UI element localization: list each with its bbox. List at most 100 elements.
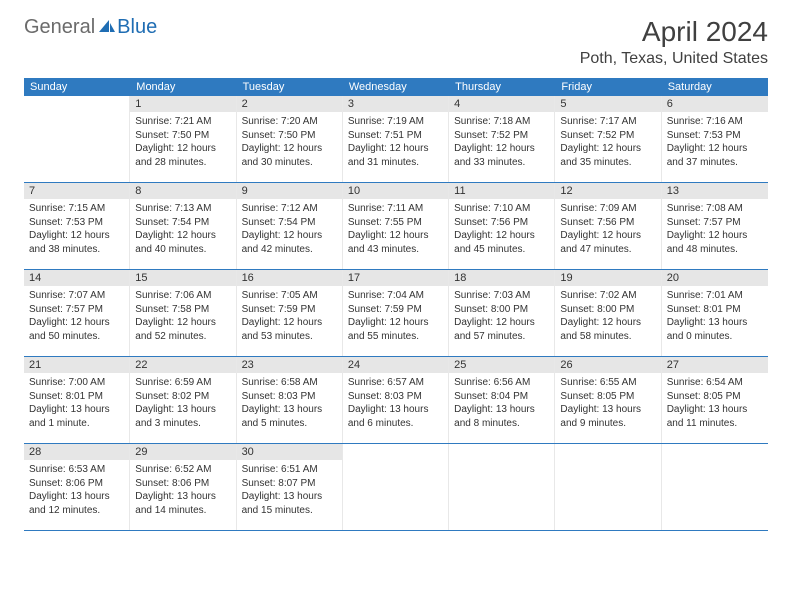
sunrise-line: Sunrise: 7:11 AM: [348, 202, 443, 216]
day-content: Sunrise: 6:56 AMSunset: 8:04 PMDaylight:…: [449, 373, 554, 433]
sunrise-line: Sunrise: 7:04 AM: [348, 289, 443, 303]
day-content: Sunrise: 7:05 AMSunset: 7:59 PMDaylight:…: [237, 286, 342, 346]
header: General Blue April 2024 Poth, Texas, Uni…: [0, 0, 792, 72]
day-content: Sunrise: 6:54 AMSunset: 8:05 PMDaylight:…: [662, 373, 768, 433]
daylight-line: Daylight: 12 hours and 38 minutes.: [29, 229, 124, 256]
daylight-line: Daylight: 12 hours and 33 minutes.: [454, 142, 549, 169]
sunset-line: Sunset: 7:50 PM: [135, 129, 230, 143]
weekday-header: Thursday: [449, 78, 555, 96]
week-row: 1 Sunrise: 7:21 AMSunset: 7:50 PM Daylight…: [24, 96, 768, 183]
day-number: 1: [130, 96, 235, 112]
sunset-line: Sunset: 7:54 PM: [242, 216, 337, 230]
sunset-line: Sunset: 8:07 PM: [242, 477, 337, 491]
day-cell: 24Sunrise: 6:57 AMSunset: 8:03 PMDayligh…: [343, 357, 449, 443]
month-title: April 2024: [580, 16, 768, 48]
day-number: 22: [130, 357, 235, 373]
day-number: 19: [555, 270, 660, 286]
day-cell: 1Sunrise: 7:21 AMSunset: 7:50 PMDaylight…: [130, 96, 236, 182]
day-cell: 29Sunrise: 6:52 AMSunset: 8:06 PMDayligh…: [130, 444, 236, 530]
day-content: Sunrise: 7:02 AMSunset: 8:00 PMDaylight:…: [555, 286, 660, 346]
sunset-line: Sunset: 7:52 PM: [560, 129, 655, 143]
day-cell: 26Sunrise: 6:55 AMSunset: 8:05 PMDayligh…: [555, 357, 661, 443]
day-number: 7: [24, 183, 129, 199]
daylight-line: Daylight: 12 hours and 30 minutes.: [242, 142, 337, 169]
daylight-line: Daylight: 13 hours and 8 minutes.: [454, 403, 549, 430]
week-row: 28Sunrise: 6:53 AMSunset: 8:06 PMDayligh…: [24, 444, 768, 531]
day-cell: 15Sunrise: 7:06 AMSunset: 7:58 PMDayligh…: [130, 270, 236, 356]
day-content: Sunrise: 7:16 AMSunset: 7:53 PMDaylight:…: [662, 112, 768, 172]
day-content: Sunrise: 6:52 AMSunset: 8:06 PMDaylight:…: [130, 460, 235, 520]
daylight-line: Daylight: 12 hours and 43 minutes.: [348, 229, 443, 256]
day-cell: 27Sunrise: 6:54 AMSunset: 8:05 PMDayligh…: [662, 357, 768, 443]
daylight-line: Daylight: 12 hours and 55 minutes.: [348, 316, 443, 343]
day-number: 26: [555, 357, 660, 373]
day-content: Sunrise: 7:13 AMSunset: 7:54 PMDaylight:…: [130, 199, 235, 259]
sunset-line: Sunset: 8:02 PM: [135, 390, 230, 404]
sunset-line: Sunset: 7:58 PM: [135, 303, 230, 317]
day-content: Sunrise: 6:57 AMSunset: 8:03 PMDaylight:…: [343, 373, 448, 433]
sunrise-line: Sunrise: 7:06 AM: [135, 289, 230, 303]
week-row: 7Sunrise: 7:15 AMSunset: 7:53 PMDaylight…: [24, 183, 768, 270]
day-content: Sunrise: 7:12 AMSunset: 7:54 PMDaylight:…: [237, 199, 342, 259]
day-cell: 30Sunrise: 6:51 AMSunset: 8:07 PMDayligh…: [237, 444, 343, 530]
sunset-line: Sunset: 8:06 PM: [135, 477, 230, 491]
sunset-line: Sunset: 7:54 PM: [135, 216, 230, 230]
day-content: Sunrise: 7:01 AMSunset: 8:01 PMDaylight:…: [662, 286, 768, 346]
daylight-line: Daylight: 12 hours and 35 minutes.: [560, 142, 655, 169]
day-cell-empty: [555, 444, 661, 530]
sunset-line: Sunset: 7:57 PM: [667, 216, 763, 230]
weekday-header: Tuesday: [237, 78, 343, 96]
daylight-line: Daylight: 12 hours and 57 minutes.: [454, 316, 549, 343]
sunrise-line: Sunrise: 7:21 AM: [135, 115, 230, 129]
weekday-header: Sunday: [24, 78, 130, 96]
daylight-line: Daylight: 12 hours and 37 minutes.: [667, 142, 763, 169]
day-number: 10: [343, 183, 448, 199]
day-content: Sunrise: 7:19 AMSunset: 7:51 PMDaylight:…: [343, 112, 448, 172]
daylight-line: Daylight: 12 hours and 40 minutes.: [135, 229, 230, 256]
sunrise-line: Sunrise: 7:13 AM: [135, 202, 230, 216]
day-cell-empty: [24, 96, 130, 182]
day-number: 25: [449, 357, 554, 373]
weekday-header: Saturday: [662, 78, 768, 96]
day-number: 3: [343, 96, 448, 112]
daylight-line: Daylight: 12 hours and 53 minutes.: [242, 316, 337, 343]
weekday-header: Friday: [555, 78, 661, 96]
sunrise-line: Sunrise: 7:05 AM: [242, 289, 337, 303]
day-number: 17: [343, 270, 448, 286]
sunrise-line: Sunrise: 7:09 AM: [560, 202, 655, 216]
sunrise-line: Sunrise: 6:57 AM: [348, 376, 443, 390]
day-content: Sunrise: 7:18 AMSunset: 7:52 PMDaylight:…: [449, 112, 554, 172]
sunset-line: Sunset: 7:55 PM: [348, 216, 443, 230]
day-cell: 10 Sunrise: 7:11 AMSunset: 7:55 PMDayligh…: [343, 183, 449, 269]
sunrise-line: Sunrise: 7:10 AM: [454, 202, 549, 216]
daylight-line: Daylight: 13 hours and 6 minutes.: [348, 403, 443, 430]
daylight-line: Daylight: 12 hours and 47 minutes.: [560, 229, 655, 256]
sunset-line: Sunset: 8:05 PM: [560, 390, 655, 404]
day-content: Sunrise: 7:10 AMSunset: 7:56 PMDaylight:…: [449, 199, 554, 259]
daylight-line: Daylight: 12 hours and 45 minutes.: [454, 229, 549, 256]
day-number: 14: [24, 270, 129, 286]
sunrise-line: Sunrise: 6:52 AM: [135, 463, 230, 477]
sunrise-line: Sunrise: 7:12 AM: [242, 202, 337, 216]
sunset-line: Sunset: 8:03 PM: [348, 390, 443, 404]
sunrise-line: Sunrise: 6:59 AM: [135, 376, 230, 390]
day-cell: 25Sunrise: 6:56 AMSunset: 8:04 PMDayligh…: [449, 357, 555, 443]
day-cell: 3Sunrise: 7:19 AMSunset: 7:51 PMDaylight…: [343, 96, 449, 182]
day-number: 23: [237, 357, 342, 373]
day-number: 4: [449, 96, 554, 112]
day-number: 9: [237, 183, 342, 199]
day-number: 21: [24, 357, 129, 373]
day-number: 2: [237, 96, 342, 112]
daylight-line: Daylight: 13 hours and 0 minutes.: [667, 316, 763, 343]
day-cell: 20Sunrise: 7:01 AMSunset: 8:01 PMDayligh…: [662, 270, 768, 356]
daylight-line: Daylight: 13 hours and 5 minutes.: [242, 403, 337, 430]
day-cell: 21Sunrise: 7:00 AMSunset: 8:01 PMDayligh…: [24, 357, 130, 443]
day-cell: 13Sunrise: 7:08 AMSunset: 7:57 PMDayligh…: [662, 183, 768, 269]
sunrise-line: Sunrise: 7:17 AM: [560, 115, 655, 129]
daylight-line: Daylight: 13 hours and 15 minutes.: [242, 490, 337, 517]
day-cell: 19Sunrise: 7:02 AMSunset: 8:00 PMDayligh…: [555, 270, 661, 356]
day-number: 28: [24, 444, 129, 460]
sunset-line: Sunset: 7:56 PM: [454, 216, 549, 230]
sunset-line: Sunset: 7:53 PM: [29, 216, 124, 230]
day-content: Sunrise: 7:03 AMSunset: 8:00 PMDaylight:…: [449, 286, 554, 346]
